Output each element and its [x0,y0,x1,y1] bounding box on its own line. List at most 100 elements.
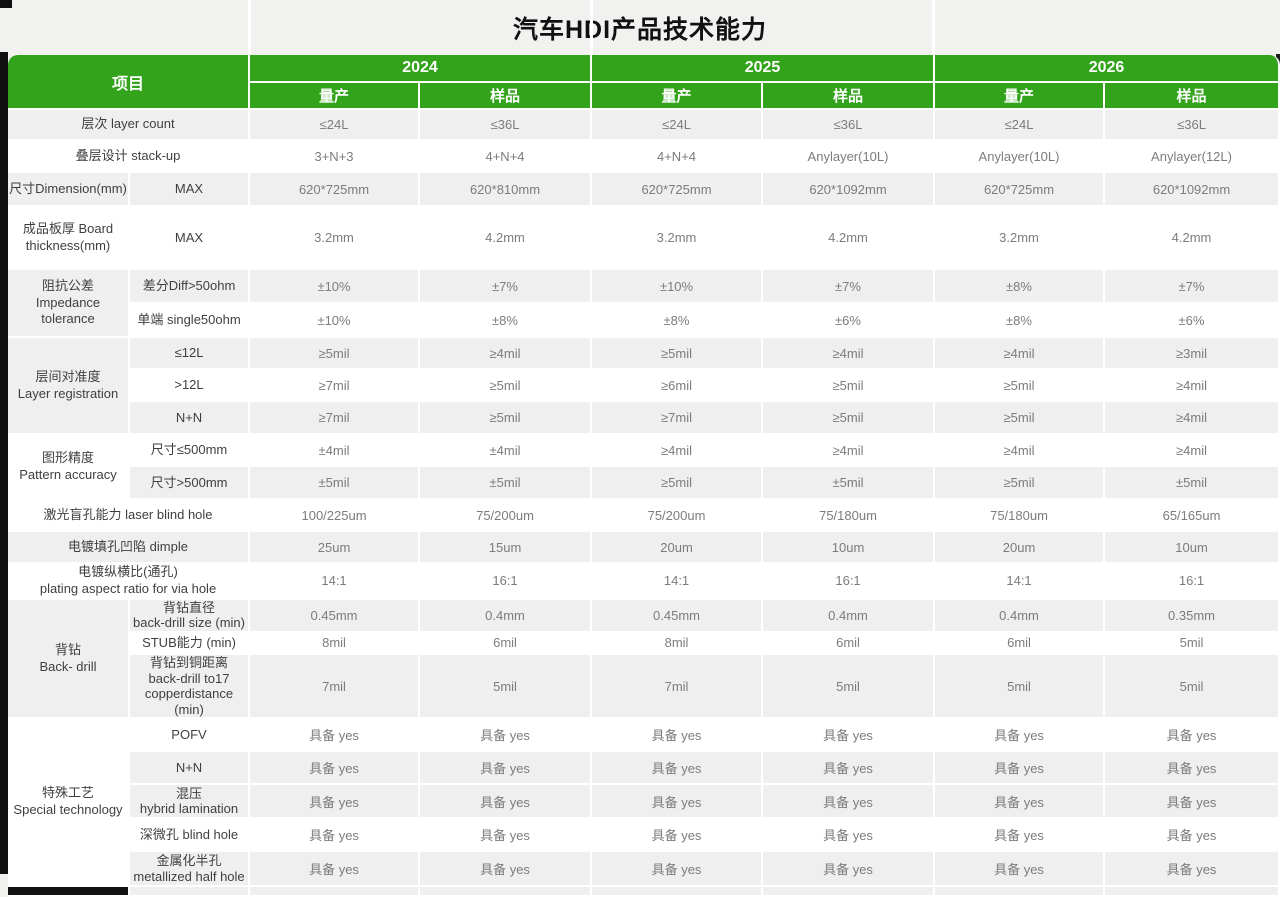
value-cell: 3.2mm [592,207,764,270]
value-cell: 具备 yes [1105,785,1280,820]
value-cell: ≥5mil [250,338,421,370]
value-cell: 4.2mm [420,207,593,270]
value-cell: ±5mil [763,467,936,500]
group-label: 阻抗公差 Impedance tolerance [8,270,130,338]
value-cell: 具备 yes [420,785,593,820]
value-cell: ≥4mil [935,338,1106,370]
value-cell: 具备 yes [935,785,1106,820]
value-cell: 5mil [763,654,936,720]
value-cell: 6mil [420,632,593,655]
top-left-corner-mark [0,0,12,8]
value-cell: 0.35mm [1105,599,1280,633]
header-year-2024: 2024 [250,55,593,83]
table-row: 叠层设计 stack-up 3+N+3 4+N+4 4+N+4 Anylayer… [8,141,1280,173]
value-cell: ≤24L [592,110,764,141]
header-item: 项目 [8,55,251,110]
table-row: 激光盲孔能力 laser blind hole 100/225um 75/200… [8,500,1280,532]
value-cell: 620*1092mm [1105,173,1280,207]
table-row: 阻抗公差 Impedance tolerance 差分Diff>50ohm ±1… [8,270,1280,338]
page-title: 汽车HDI产品技术能力 [512,15,768,44]
value-cell: 5mil [935,654,1106,720]
row-sublabel: POFV [130,719,251,753]
value-cell: ±4mil [250,435,421,467]
value-cell: 具备 yes [763,819,936,853]
value-cell: 具备 yes [935,752,1106,786]
title-column-separator [590,0,593,54]
value-cell: 620*810mm [420,173,593,207]
header-year-2026: 2026 [935,55,1280,83]
value-cell: 16:1 [420,564,593,600]
value-cell: ±5mil [420,467,593,500]
value-cell: ±8% [592,304,764,338]
value-cell: ±10% [592,270,764,304]
value-cell: 620*725mm [250,173,421,207]
value-cell: 14:1 [935,564,1106,600]
header-mass-production: 量产 [935,83,1106,110]
value-cell: ≥7mil [250,402,421,435]
value-cell: 具备 yes [592,752,764,786]
value-cell: 8mil [250,632,421,655]
value-cell: ≥5mil [763,370,936,402]
value-cell: ±10% [250,270,421,304]
value-cell: 0.4mm [763,599,936,633]
value-cell: 14:1 [592,564,764,600]
value-cell: 0.45mm [250,599,421,633]
value-cell: 具备 yes [763,752,936,786]
header-sample: 样品 [1105,83,1280,110]
value-cell: ≥4mil [592,435,764,467]
value-cell: Anylayer(10L) [935,141,1106,173]
value-cell: 具备 yes [592,719,764,753]
row-label: 叠层设计 stack-up [8,141,251,173]
value-cell: 具备 yes [935,719,1106,753]
value-cell: ±7% [763,270,936,304]
row-sublabel: 尺寸≤500mm [130,435,251,467]
value-cell: 具备 yes [250,785,421,820]
value-cell: 620*725mm [935,173,1106,207]
table-row: >12L ≥7mil ≥5mil ≥6mil ≥5mil ≥5mil ≥4mil [8,370,1280,402]
header-mass-production: 量产 [592,83,764,110]
value-cell: 具备 yes [1105,752,1280,786]
value-cell: ±10% [250,304,421,338]
value-cell: ≥4mil [763,338,936,370]
table-row: 深微孔 blind hole 具备 yes 具备 yes 具备 yes 具备 y… [8,819,1280,853]
value-cell: ≥4mil [1105,435,1280,467]
value-cell: ±7% [1105,270,1280,304]
value-cell: 7mil [592,654,764,720]
value-cell: ±6% [763,304,936,338]
table-row: 混压 hybrid lamination 具备 yes 具备 yes 具备 ye… [8,785,1280,820]
row-sublabel: STUB能力 (min) [130,632,251,655]
value-cell: 具备 yes [420,819,593,853]
value-cell: ≥3mil [1105,338,1280,370]
value-cell: 14:1 [250,564,421,600]
title-bar: 汽车HDI产品技术能力 [0,0,1280,55]
value-cell: ≥7mil [250,370,421,402]
value-cell: ≤36L [763,110,936,141]
value-cell: ≤24L [250,110,421,141]
value-cell: 4.2mm [763,207,936,270]
row-sublabel: 金属化半孔 metallized half hole [130,852,251,888]
value-cell: 75/200um [592,500,764,532]
value-cell: 20um [935,532,1106,564]
table-row: 背钻 Back- drill 背钻直径 back-drill size (min… [8,599,1280,720]
value-cell: 100/225um [250,500,421,532]
header-sample: 样品 [420,83,593,110]
value-cell: 16:1 [763,564,936,600]
table-row: 尺寸Dimension(mm) MAX 620*725mm 620*810mm … [8,173,1280,207]
value-cell: 8mil [592,632,764,655]
value-cell: 5mil [420,654,593,720]
group-label: 图形精度 Pattern accuracy [8,435,130,500]
row-sublabel: ≤12L [130,338,251,370]
value-cell: 10um [1105,532,1280,564]
row-label: 成品板厚 Board thickness(mm) [8,207,130,270]
value-cell: ≥4mil [420,338,593,370]
value-cell: ±4mil [420,435,593,467]
group-label: 背钻 Back- drill [8,599,130,720]
value-cell: 6mil [763,632,936,655]
value-cell: ≥5mil [935,370,1106,402]
row-sublabel: 混压 hybrid lamination [130,785,251,820]
row-sublabel: 差分Diff>50ohm [130,270,251,304]
value-cell: ±5mil [250,467,421,500]
value-cell: ±8% [935,304,1106,338]
title-column-separator [248,0,251,54]
value-cell: 具备 yes [592,819,764,853]
